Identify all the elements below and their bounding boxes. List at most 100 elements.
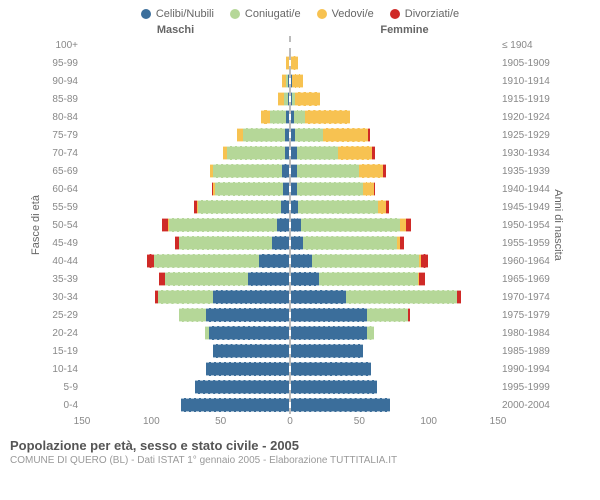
bar-segment: [298, 200, 378, 214]
y-axis-left-title: Fasce di età: [30, 195, 42, 255]
bar-segment: [277, 218, 289, 232]
bar-segment: [312, 254, 420, 268]
pyramid-row: 65-69 1935-1939: [48, 162, 552, 180]
x-ticks: 15010050050100150: [82, 416, 498, 430]
female-bar: [291, 218, 498, 232]
male-bar: [82, 38, 289, 52]
male-bar: [82, 362, 289, 376]
female-bar: [291, 308, 498, 322]
bar-segment: [291, 56, 298, 70]
birth-label: 1910-1914: [498, 76, 552, 87]
bar-segment: [291, 398, 390, 412]
bar-segment: [227, 146, 285, 160]
age-label: 85-89: [48, 94, 82, 105]
male-bar: [82, 56, 289, 70]
birth-label: 1985-1989: [498, 346, 552, 357]
male-bar: [82, 308, 289, 322]
female-bar: [291, 38, 498, 52]
male-bar: [82, 380, 289, 394]
bar-segment: [367, 308, 408, 322]
bar-segment: [272, 236, 289, 250]
x-axis: 15010050050100150: [0, 416, 600, 430]
bar-segment: [367, 326, 374, 340]
birth-label: 1945-1949: [498, 202, 552, 213]
x-tick: 150: [490, 416, 507, 427]
bar-segment: [303, 236, 397, 250]
birth-label: 1975-1979: [498, 310, 552, 321]
birth-label: 1925-1929: [498, 130, 552, 141]
female-bar: [291, 362, 498, 376]
bar-segment: [195, 380, 289, 394]
pyramid-row: 100+ ≤ 1904: [48, 36, 552, 54]
bar-segment: [181, 398, 289, 412]
pyramid-row: 30-341970-1974: [48, 288, 552, 306]
bar-segment: [323, 128, 369, 142]
female-bar: [291, 272, 498, 286]
bar-segment: [291, 326, 367, 340]
bar-segment: [297, 146, 338, 160]
bar-segment: [291, 344, 363, 358]
male-bar: [82, 218, 289, 232]
male-bar: [82, 128, 289, 142]
bar-segment: [359, 164, 384, 178]
bar-segment: [283, 182, 289, 196]
birth-label: ≤ 1904: [498, 40, 552, 51]
birth-label: 1905-1909: [498, 58, 552, 69]
pyramid-row: 45-491955-1959: [48, 234, 552, 252]
pyramid-row: 70-741930-1934: [48, 144, 552, 162]
bar-segment: [383, 164, 386, 178]
male-bar: [82, 200, 289, 214]
x-tick: 0: [287, 416, 293, 427]
bar-segment: [179, 236, 273, 250]
bar-segment: [301, 218, 400, 232]
bar-segment: [291, 380, 377, 394]
bar-segment: [213, 164, 282, 178]
bar-segment: [295, 92, 320, 106]
female-bar: [291, 344, 498, 358]
bar-segment: [237, 128, 244, 142]
female-bar: [291, 110, 498, 124]
pyramid-row: 25-291975-1979: [48, 306, 552, 324]
pyramid-row: 90-941910-1914: [48, 72, 552, 90]
pyramid-row: 95-991905-1909: [48, 54, 552, 72]
x-tick: 50: [215, 416, 226, 427]
legend-item: Vedovi/e: [317, 8, 374, 20]
bar-segment: [406, 218, 412, 232]
legend-swatch: [317, 9, 327, 19]
female-bar: [291, 74, 498, 88]
female-bar: [291, 182, 498, 196]
birth-label: 1970-1974: [498, 292, 552, 303]
birth-label: 1960-1964: [498, 256, 552, 267]
birth-label: 1915-1919: [498, 94, 552, 105]
birth-label: 1965-1969: [498, 274, 552, 285]
age-label: 10-14: [48, 364, 82, 375]
birth-label: 1980-1984: [498, 328, 552, 339]
birth-label: 1995-1999: [498, 382, 552, 393]
age-label: 55-59: [48, 202, 82, 213]
bar-segment: [215, 182, 284, 196]
legend-item: Celibi/Nubili: [141, 8, 214, 20]
age-label: 75-79: [48, 130, 82, 141]
legend-item: Divorziati/e: [390, 8, 459, 20]
female-bar: [291, 128, 498, 142]
pyramid-row: 85-89 1915-1919: [48, 90, 552, 108]
bar-segment: [286, 110, 289, 124]
gender-headers: Maschi Femmine: [0, 24, 600, 36]
male-bar: [82, 236, 289, 250]
bar-segment: [281, 200, 289, 214]
age-label: 50-54: [48, 220, 82, 231]
chart-subtitle: COMUNE DI QUERO (BL) - Dati ISTAT 1° gen…: [10, 455, 590, 466]
age-label: 65-69: [48, 166, 82, 177]
birth-label: 1930-1934: [498, 148, 552, 159]
female-bar: [291, 146, 498, 160]
birth-label: 1940-1944: [498, 184, 552, 195]
birth-label: 1935-1939: [498, 166, 552, 177]
pyramid-row: 20-241980-1984: [48, 324, 552, 342]
chart-area: Fasce di età Anni di nascita 100+≤ 19049…: [0, 36, 600, 414]
age-label: 100+: [48, 40, 82, 51]
bar-segment: [319, 272, 418, 286]
bar-segment: [408, 308, 409, 322]
age-label: 40-44: [48, 256, 82, 267]
legend-item: Coniugati/e: [230, 8, 301, 20]
pyramid-rows: 100+≤ 190495-991905-190990-941910-191485…: [48, 36, 552, 414]
